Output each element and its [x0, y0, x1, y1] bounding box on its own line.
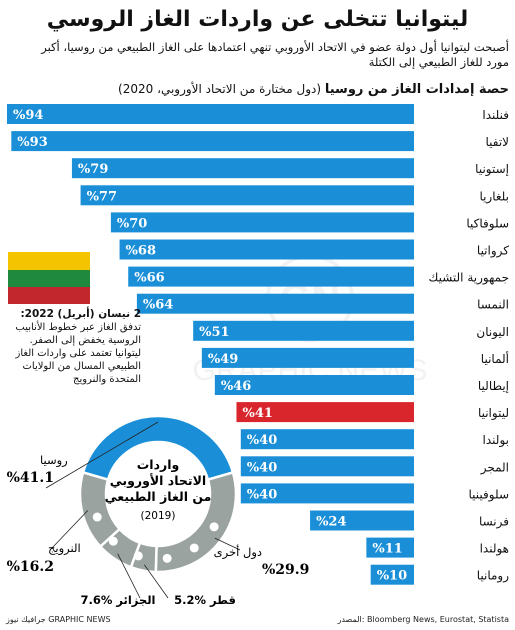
donut-dot	[189, 543, 199, 553]
bar	[110, 212, 415, 233]
donut-dot	[209, 522, 219, 532]
flag-red-stripe	[8, 287, 90, 304]
lithuania-note: 2 نيسان (أبريل) 2022: تدفق الغاز عبر خطو…	[6, 308, 141, 386]
chart-title: ليتوانيا تتخلى عن واردات الغاز الروسي	[46, 7, 469, 32]
bar-category-label: النمسا	[477, 298, 509, 312]
bar-category-label: ألمانيا	[481, 351, 509, 366]
bar-category-label: ليتوانيا	[478, 406, 509, 421]
bar-value-label: %10	[377, 569, 407, 584]
donut-leader	[45, 421, 159, 489]
bar	[240, 456, 414, 477]
bar	[236, 402, 414, 423]
bar-chart-title: حصة إمدادات الغاز من روسيا	[324, 82, 509, 97]
bar-value-label: %46	[221, 379, 251, 394]
bar-category-label: المجر	[480, 460, 509, 475]
bar-value-label: %68	[126, 244, 156, 259]
bar	[240, 429, 414, 450]
bar-category-label: هولندا	[480, 542, 509, 557]
note-date: 2 نيسان (أبريل) 2022:	[20, 308, 141, 320]
donut-leader	[214, 537, 241, 551]
bar	[71, 158, 415, 179]
bar	[80, 185, 414, 206]
donut-center-title: واردات	[137, 457, 180, 472]
flag-yellow-stripe	[8, 252, 90, 270]
bar-category-label: إيطاليا	[478, 379, 509, 393]
chart-subtitle: أصبحت ليتوانيا أول دولة عضو في الاتحاد ا…	[41, 40, 509, 69]
bar-category-label: بلغاريا	[479, 189, 509, 204]
donut-slice-label: قطر %5.2	[174, 593, 236, 607]
bar-chart-heading: حصة إمدادات الغاز من روسيا (دول مختارة م…	[118, 82, 509, 97]
bar-value-label: %77	[87, 189, 117, 204]
note-text: تدفق الغاز عبر خطوط الأنابيب الروسية يخف…	[15, 322, 141, 385]
bar-category-label: سلوفاكيا	[466, 216, 509, 231]
donut-center-title: من الغاز الطبيعي	[105, 489, 212, 504]
bar-value-label: %79	[78, 162, 108, 177]
donut-slice-name: النرويج	[48, 541, 81, 556]
donut-center-title: الاتحاد الأوروبي	[110, 473, 206, 488]
bar-value-label: %66	[134, 271, 164, 286]
bar	[119, 239, 414, 260]
bar	[214, 375, 414, 395]
bar-value-label: %93	[17, 135, 47, 150]
donut-slice	[78, 470, 122, 549]
bar-category-label: جمهورية التشيك	[428, 271, 509, 286]
bar-category-label: كرواتيا	[477, 244, 509, 259]
bar-value-label: %41	[242, 406, 272, 421]
bar	[201, 347, 414, 368]
donut-dot	[162, 553, 172, 563]
bar-value-label: %94	[13, 108, 43, 123]
donut-leader	[143, 564, 169, 599]
donut-slice-name: دول أخرى	[214, 544, 262, 560]
bar-value-label: %70	[117, 216, 147, 231]
bar-category-label: سلوفينيا	[469, 487, 509, 502]
bar	[193, 320, 414, 341]
donut-leader	[51, 510, 89, 549]
donut-slice-label: الجزائر %7.6	[80, 593, 155, 607]
bar-value-label: %40	[247, 487, 277, 502]
bar-value-label: %40	[247, 433, 277, 448]
bar-category-label: لاتفيا	[485, 135, 509, 149]
bar-category-label: فرنسا	[479, 515, 509, 530]
donut-slice-value: %29.9	[262, 562, 309, 578]
bar-chart-subtitle: (دول مختارة من الاتحاد الأوروبي، 2020)	[118, 82, 322, 96]
source-line: المصدر: Bloomberg News, Eurostat, Statis…	[337, 615, 509, 624]
donut-center-year: (2019)	[141, 510, 176, 522]
donut-dot	[108, 536, 118, 546]
bar-value-label: %24	[316, 515, 346, 530]
bar-value-label: %64	[143, 298, 173, 313]
bar	[310, 510, 414, 531]
donut-slice	[81, 414, 235, 482]
bar	[366, 537, 414, 558]
bar	[240, 483, 414, 504]
bar-value-label: %11	[372, 542, 402, 557]
bar-value-label: %49	[208, 352, 238, 367]
donut-slice-name: روسيا	[40, 453, 68, 468]
bar-category-label: بولندا	[483, 433, 509, 448]
bar-category-label: رومانيا	[477, 569, 509, 584]
flag-green-stripe	[8, 270, 90, 287]
donut-dot	[92, 512, 102, 522]
lithuania-flag	[8, 252, 90, 304]
credit-line: جرافيك نيوز GRAPHIC NEWS	[6, 615, 111, 624]
bar-category-label: فنلندا	[482, 108, 509, 122]
bar	[370, 564, 414, 585]
bar-value-label: %51	[199, 325, 229, 340]
donut-dot	[133, 551, 143, 561]
bar	[11, 131, 415, 152]
bar-category-label: إستونيا	[475, 162, 509, 177]
bar	[128, 266, 414, 287]
bar	[136, 293, 414, 314]
donut-leader	[117, 553, 141, 599]
bar	[6, 104, 414, 124]
bar-value-label: %40	[247, 460, 277, 475]
donut-slice-value: %16.2	[7, 559, 54, 575]
bar-category-label: اليونان	[476, 325, 509, 340]
donut-slice-value: %41.1	[7, 470, 54, 486]
